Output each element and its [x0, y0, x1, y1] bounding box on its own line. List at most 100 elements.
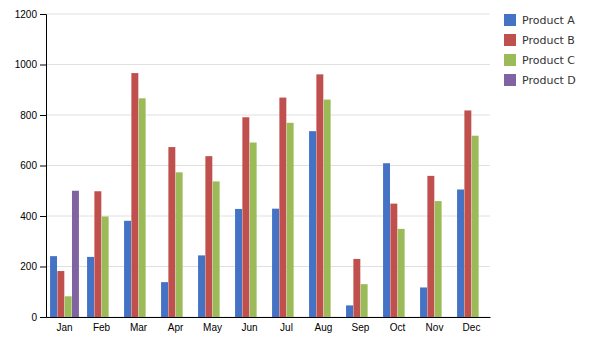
- bar: [287, 123, 294, 317]
- bar: [205, 156, 212, 317]
- bar: [353, 259, 360, 317]
- grid-line: [46, 14, 490, 15]
- bar: [361, 284, 368, 317]
- legend-item: Product A: [504, 14, 575, 27]
- x-tick-label: Jul: [280, 322, 293, 333]
- legend-label: Product D: [522, 74, 576, 87]
- x-tick: Feb: [93, 322, 111, 333]
- bar: [161, 282, 168, 317]
- bar: [427, 176, 434, 317]
- tick-mark: [40, 115, 46, 116]
- bar: [220, 317, 227, 318]
- bar: [368, 317, 375, 318]
- bar: [131, 73, 138, 317]
- legend-swatch: [504, 54, 516, 66]
- grid: [46, 14, 490, 317]
- tick-mark: [40, 166, 46, 167]
- legend-label: Product B: [522, 34, 575, 47]
- bar: [294, 317, 301, 318]
- bar: [257, 317, 264, 318]
- x-tick-label: Sep: [352, 322, 370, 333]
- y-tick: 0: [31, 312, 46, 323]
- bar: [146, 317, 153, 318]
- tick-mark: [40, 14, 46, 15]
- bar: [57, 271, 64, 317]
- x-tick-label: Aug: [315, 322, 333, 333]
- grid-line: [46, 216, 490, 217]
- grid-line: [46, 64, 490, 65]
- tick-mark: [40, 216, 46, 217]
- y-tick: 1000: [15, 59, 46, 70]
- bar: [390, 204, 397, 317]
- bar: [213, 181, 220, 317]
- bar: [398, 229, 405, 317]
- legend-item: Product C: [504, 54, 575, 67]
- x-axis: JanFebMarAprMayJunJulAugSepOctNovDec: [47, 318, 491, 334]
- bar: [94, 191, 101, 317]
- x-tick: Apr: [168, 322, 184, 333]
- y-tick: 1200: [15, 9, 46, 20]
- x-tick-label: Apr: [168, 322, 184, 333]
- bar: [72, 191, 79, 317]
- bar: [176, 172, 183, 317]
- x-tick-label: Mar: [130, 322, 148, 333]
- bar: [420, 287, 427, 317]
- x-tick-label: Feb: [93, 322, 111, 333]
- bar: [331, 317, 338, 318]
- x-tick-label: Nov: [426, 322, 444, 333]
- x-tick: Nov: [426, 322, 444, 333]
- bar: [50, 256, 57, 317]
- bars: [50, 73, 479, 317]
- bar: [316, 74, 323, 317]
- legend-label: Product C: [522, 54, 575, 67]
- x-tick: Mar: [130, 322, 148, 333]
- x-tick: May: [203, 322, 222, 333]
- y-tick-label: 0: [31, 312, 37, 323]
- bar: [109, 317, 116, 318]
- bar: [309, 131, 316, 317]
- x-tick: Aug: [315, 322, 333, 333]
- legend-swatch: [504, 34, 516, 46]
- bar-series: [57, 73, 471, 317]
- legend-item: Product D: [504, 74, 576, 87]
- y-tick-label: 1000: [15, 59, 38, 70]
- legend-label: Product A: [522, 14, 575, 27]
- y-tick-label: 200: [20, 261, 37, 272]
- bar: [279, 98, 286, 317]
- bar: [442, 317, 449, 318]
- bar: [139, 98, 146, 317]
- bar: [435, 201, 442, 317]
- axis-line: [40, 15, 47, 318]
- y-tick: 600: [20, 160, 46, 171]
- grid-line: [46, 266, 490, 267]
- x-tick-label: Jun: [241, 322, 257, 333]
- y-tick-label: 600: [20, 160, 37, 171]
- y-tick: 800: [20, 110, 46, 121]
- bar-series: [50, 131, 464, 317]
- y-tick: 400: [20, 211, 46, 222]
- tick-mark: [40, 317, 46, 318]
- grid-line: [46, 115, 490, 116]
- y-tick-label: 800: [20, 110, 37, 121]
- x-tick-label: Dec: [463, 322, 481, 333]
- bar: [383, 163, 390, 317]
- x-tick: Jul: [280, 322, 293, 333]
- bar: [168, 147, 175, 317]
- bar: [324, 100, 331, 317]
- x-tick: Jan: [56, 322, 72, 333]
- grid-line: [46, 165, 490, 166]
- x-tick: Sep: [352, 322, 370, 333]
- y-tick-label: 1200: [15, 9, 38, 20]
- bar: [87, 257, 94, 317]
- bar: [346, 305, 353, 317]
- bar: [102, 217, 109, 317]
- bar: [250, 143, 257, 317]
- x-tick-label: May: [203, 322, 222, 333]
- x-tick-label: Jan: [56, 322, 72, 333]
- bar: [124, 221, 131, 317]
- y-tick-label: 400: [20, 211, 37, 222]
- y-axis: 0 200 400 600 800 1000 1200: [15, 9, 47, 323]
- x-tick: Jun: [241, 322, 257, 333]
- bar: [405, 317, 412, 318]
- x-tick: Dec: [463, 322, 481, 333]
